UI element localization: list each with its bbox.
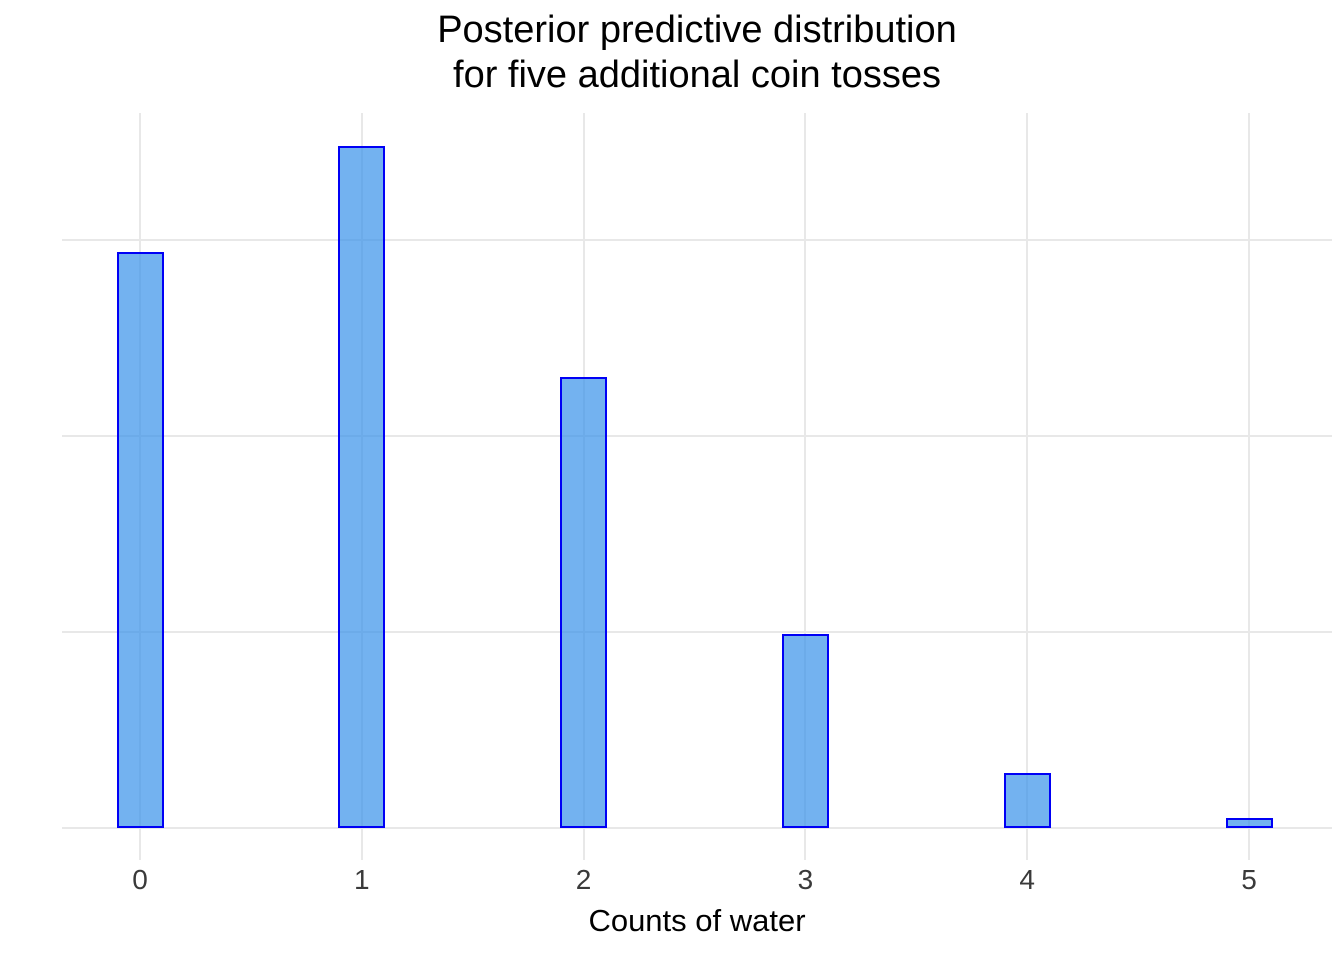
horizontal-gridline: [62, 827, 1332, 829]
bar-count-3: [781, 634, 829, 828]
x-tick-label-4: 4: [1019, 864, 1035, 895]
x-tick-label-5: 5: [1241, 864, 1257, 895]
x-tick-label-1: 1: [354, 864, 370, 895]
horizontal-gridline: [62, 239, 1332, 241]
chart-title-line-1: Posterior predictive distribution: [437, 9, 957, 51]
bar-count-5: [1225, 818, 1273, 828]
chart-title-line-2: for five additional coin tosses: [453, 54, 941, 96]
bar-count-4: [1003, 773, 1051, 828]
vertical-gridline: [1248, 113, 1250, 860]
bar-count-1: [338, 146, 386, 828]
x-axis-title: Counts of water: [588, 903, 806, 938]
x-tick-label-0: 0: [132, 864, 148, 895]
horizontal-gridline: [62, 435, 1332, 437]
bar-count-0: [116, 252, 164, 828]
plot-panel: [62, 113, 1332, 860]
bar-count-2: [560, 377, 608, 828]
chart-title: Posterior predictive distribution for fi…: [62, 8, 1332, 98]
vertical-gridline: [1026, 113, 1029, 860]
x-tick-label-3: 3: [797, 864, 814, 895]
vertical-gridline: [804, 113, 807, 860]
x-tick-label-2: 2: [575, 864, 592, 895]
horizontal-gridline: [62, 631, 1332, 633]
